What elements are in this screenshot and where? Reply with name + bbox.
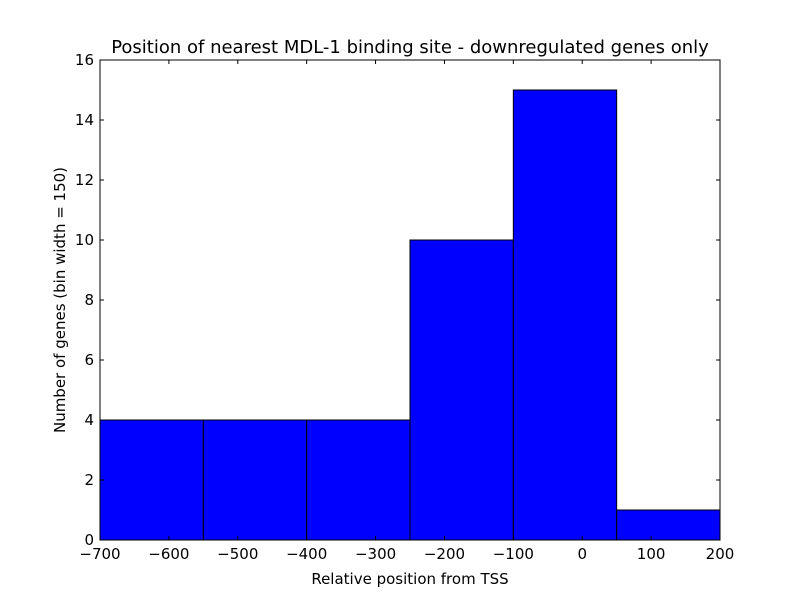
x-tick-label: 0 — [577, 545, 587, 563]
x-tick-label: −100 — [493, 545, 534, 563]
y-tick-label: 14 — [75, 111, 94, 129]
y-tick-labels: 0 2 4 6 8 10 12 14 16 — [75, 51, 94, 549]
bar-1 — [202, 419, 308, 541]
bar-3 — [409, 239, 514, 541]
x-tick-label: −600 — [148, 545, 189, 563]
y-tick-label: 10 — [75, 231, 94, 249]
bar-5 — [616, 509, 721, 541]
y-tick-label: 0 — [84, 531, 94, 549]
x-tick-label: 200 — [706, 545, 735, 563]
bars-group — [99, 89, 721, 541]
x-axis-label: Relative position from TSS — [311, 570, 508, 588]
x-tick-label: −500 — [217, 545, 258, 563]
x-tick-label: 100 — [637, 545, 666, 563]
y-tick-label: 12 — [75, 171, 94, 189]
y-tick-label: 8 — [84, 291, 94, 309]
x-tick-label: −300 — [355, 545, 396, 563]
chart-title: Position of nearest MDL-1 binding site -… — [111, 37, 709, 58]
y-tick-label: 4 — [84, 411, 94, 429]
y-axis-label: Number of genes (bin width = 150) — [51, 167, 69, 433]
bar-0 — [99, 419, 204, 541]
y-tick-label: 2 — [84, 471, 94, 489]
x-tick-label: −700 — [79, 545, 120, 563]
y-tick-label: 6 — [84, 351, 94, 369]
x-tick-label: −400 — [286, 545, 327, 563]
y-tick-label: 16 — [75, 51, 94, 69]
bar-4 — [512, 89, 618, 541]
x-tick-label: −200 — [424, 545, 465, 563]
bar-2 — [306, 419, 411, 541]
plot-frame — [99, 59, 721, 541]
x-tick-labels: −700 −600 −500 −400 −300 −200 −100 0 100 200 — [79, 545, 734, 563]
